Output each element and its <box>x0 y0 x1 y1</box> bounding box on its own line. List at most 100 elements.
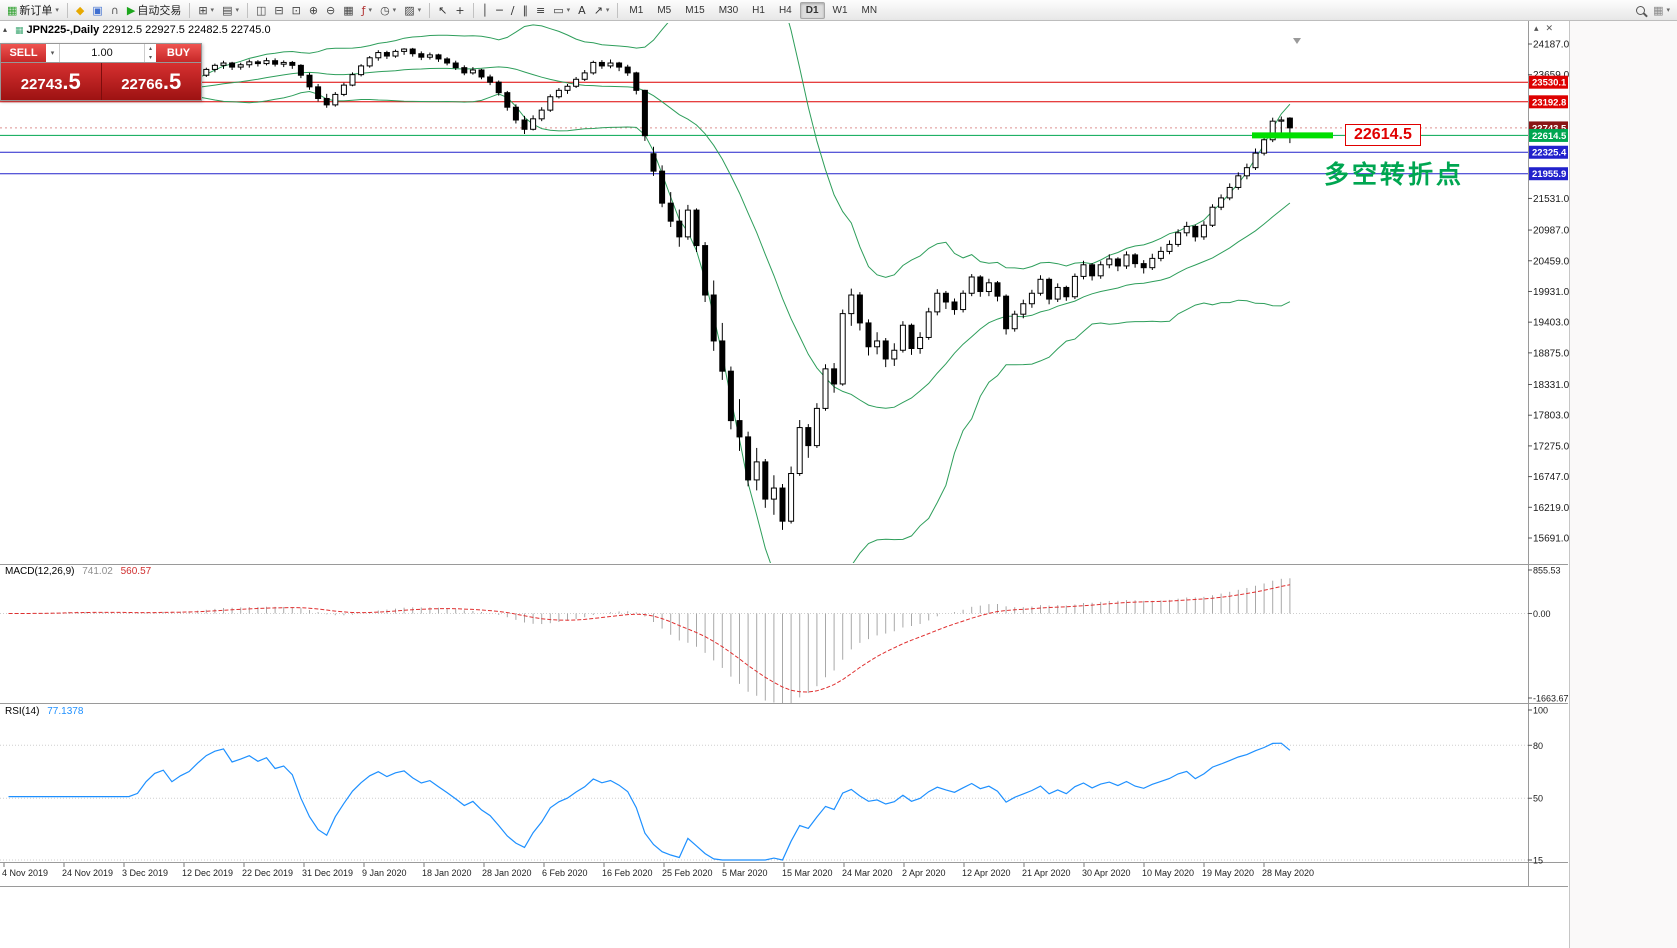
sell-price-display[interactable]: 22743.5 <box>1 63 101 100</box>
cursor-icon[interactable]: ↖ <box>435 2 450 19</box>
candle <box>409 47 416 57</box>
timeframe-m5[interactable]: M5 <box>657 4 672 16</box>
caret-icon: ▾ <box>392 6 397 14</box>
macd-layer <box>0 578 1528 703</box>
candle <box>616 61 623 72</box>
timeframe-m15[interactable]: M15 <box>685 4 705 16</box>
timeframe-m30[interactable]: M30 <box>718 4 739 16</box>
indicators-icon[interactable]: ƒ ▾ <box>359 2 375 19</box>
volume-value[interactable]: 1.00 <box>91 47 113 59</box>
window-restore-icon[interactable]: ▴ <box>1534 24 1539 34</box>
bollinger-lower-band <box>8 90 1291 563</box>
horizontal-line-icon-glyph: ─ <box>496 3 503 17</box>
vertical-line-icon-glyph: │ <box>481 3 489 17</box>
community-icon-glyph: ▦ <box>1653 3 1664 17</box>
volume-spinner[interactable]: ▴ ▾ <box>144 44 156 62</box>
grid-icon[interactable]: ▦ <box>340 2 356 19</box>
time-axis-label: 4 Nov 2019 <box>2 868 48 878</box>
candle <box>1106 254 1113 269</box>
candle <box>581 69 588 82</box>
candle <box>229 61 236 70</box>
timeframe-w1[interactable]: W1 <box>832 4 848 16</box>
spinner-up-icon[interactable]: ▴ <box>148 45 152 52</box>
channel-icon[interactable]: ∥ <box>520 2 532 19</box>
macd-axis-label: 0.00 <box>1533 609 1551 619</box>
tile-vertically-icon-glyph: ⊡ <box>291 3 301 17</box>
arrows-icon-glyph: ↗ <box>593 3 603 17</box>
sell-button[interactable]: SELL <box>1 44 46 62</box>
autotrading-button[interactable]: ▶ 自动交易 <box>124 2 184 19</box>
tile-vertically-icon[interactable]: ⊡ <box>289 2 304 19</box>
candle <box>452 60 459 70</box>
new-order-button[interactable]: ▦ 新订单 ▾ <box>4 2 62 19</box>
candle <box>934 289 941 316</box>
timeframe-h1[interactable]: H1 <box>752 4 765 16</box>
profiles-icon[interactable]: ▤ ▾ <box>219 2 242 19</box>
new-chart-icon[interactable]: ⊞ ▾ <box>195 2 217 19</box>
candle <box>676 209 683 247</box>
caret-icon: ▾ <box>368 6 373 14</box>
candle <box>1175 229 1182 247</box>
zoom-in-icon[interactable]: ⊕ <box>306 2 321 19</box>
timeframe-mn[interactable]: MN <box>861 4 878 16</box>
candle <box>779 483 786 530</box>
navigator-icon-glyph: ▣ <box>92 3 103 17</box>
timeframe-h4[interactable]: H4 <box>778 4 792 16</box>
price-axis-label: 19403.0 <box>1533 318 1570 329</box>
time-axis-label: 31 Dec 2019 <box>302 868 353 878</box>
tile-horizontally-icon[interactable]: ⊟ <box>271 2 286 19</box>
buy-price-pip: .5 <box>162 69 182 94</box>
arrows-icon[interactable]: ↗ ▾ <box>591 2 613 19</box>
price-tag <box>1529 145 1568 159</box>
chart-shift-marker[interactable] <box>1293 38 1301 44</box>
community-icon[interactable]: ▦ ▾ <box>1650 2 1673 19</box>
shapes-icon[interactable]: ▭ ▾ <box>550 2 573 19</box>
periods-icon[interactable]: ◷ ▾ <box>377 2 399 19</box>
cascade-windows-icon[interactable]: ◫ <box>253 2 269 19</box>
zoom-out-icon[interactable]: ⊖ <box>323 2 338 19</box>
candle <box>1218 194 1225 211</box>
fibonacci-icon[interactable]: ≡ <box>533 2 548 19</box>
spinner-down-icon[interactable]: ▾ <box>148 54 152 61</box>
volume-dropdown-icon[interactable]: ▾ <box>46 44 60 62</box>
vertical-line-icon[interactable]: │ <box>479 2 492 19</box>
candle <box>289 60 296 69</box>
turning-point-annotation[interactable]: 多空转折点 <box>1324 161 1465 189</box>
macd-axis-label: 855.53 <box>1533 566 1561 576</box>
price-tag <box>1529 75 1568 89</box>
candle <box>925 307 932 340</box>
timeframe-d1[interactable]: D1 <box>799 1 825 19</box>
search-button[interactable] <box>1633 2 1648 19</box>
price-tag-label: 22743.5 <box>1532 123 1567 134</box>
pivot-price-label[interactable]: 22614.5 <box>1345 124 1421 146</box>
buy-button[interactable]: BUY <box>156 44 201 62</box>
templates-icon[interactable]: ▨ ▾ <box>401 2 424 19</box>
buy-price-display[interactable]: 22766.5 <box>102 63 202 100</box>
candle <box>788 466 795 524</box>
crosshair-icon[interactable]: + <box>452 2 467 19</box>
horizontal-line-icon[interactable]: ─ <box>493 2 506 19</box>
one-click-price-row: 22743.5 22766.5 <box>1 63 201 100</box>
profiles-icon-glyph: ▤ <box>222 3 233 17</box>
timeframe-m1[interactable]: M1 <box>629 4 644 16</box>
candle <box>306 72 313 90</box>
market-watch-icon[interactable]: ◆ <box>73 2 87 19</box>
time-axis-label: 2 Apr 2020 <box>902 868 946 878</box>
price-tag-label: 23530.1 <box>1532 78 1567 89</box>
volume-field[interactable]: ▾ 1.00 ▴ ▾ <box>46 44 156 62</box>
window-close-icon[interactable]: ✕ <box>1545 24 1554 34</box>
terminal-icon[interactable]: ∩ <box>108 2 122 19</box>
price-axis-label: 24187.0 <box>1533 40 1570 51</box>
candle <box>246 59 253 68</box>
caret-icon: ▾ <box>1666 6 1670 14</box>
navigator-icon[interactable]: ▣ <box>89 2 105 19</box>
one-click-toggle-button[interactable]: ▴ <box>3 25 8 34</box>
candle <box>702 242 709 302</box>
candle <box>469 67 476 75</box>
trendline-icon[interactable]: ∕ <box>508 2 518 19</box>
text-icon[interactable]: A <box>575 2 589 19</box>
candle <box>917 332 924 354</box>
chart-window-controls: ▴ ✕ <box>1534 24 1553 34</box>
time-axis-label: 15 Mar 2020 <box>782 868 833 878</box>
